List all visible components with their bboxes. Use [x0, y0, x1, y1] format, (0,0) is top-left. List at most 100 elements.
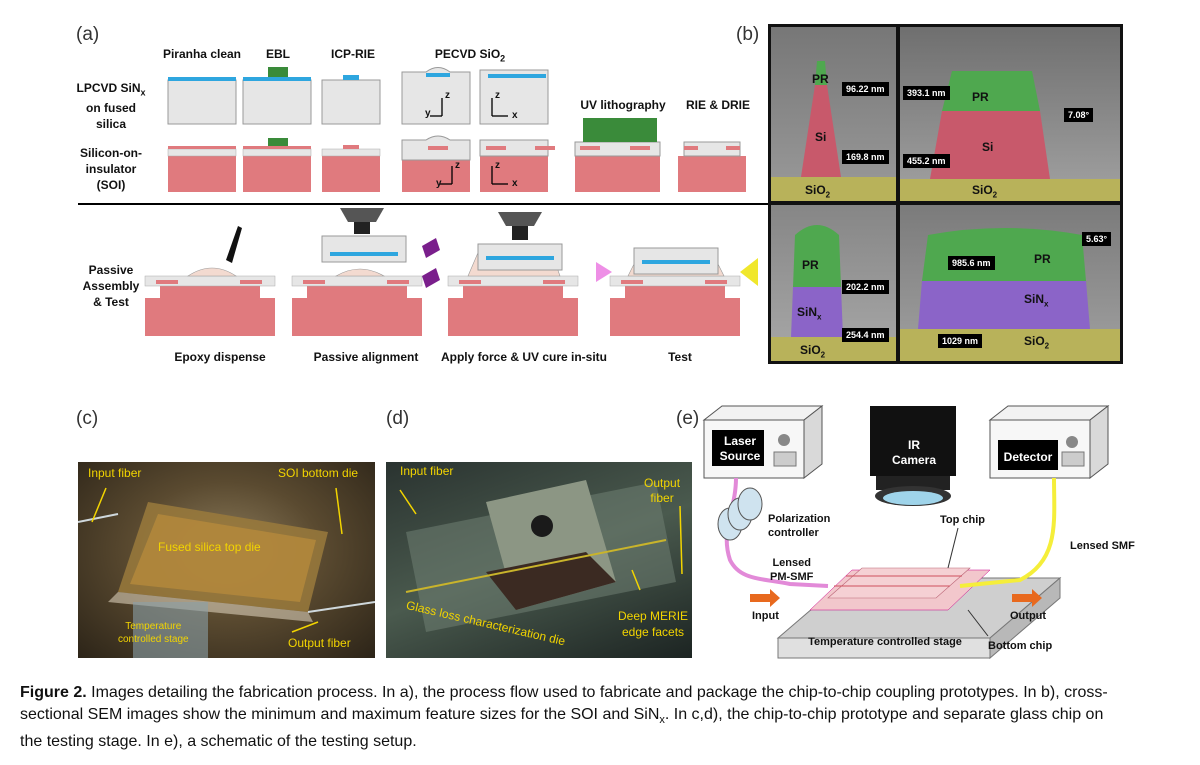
- step-rie-drie: RIE & DRIE: [685, 98, 750, 112]
- sem-tl-drawing: [771, 61, 896, 201]
- sem-tl-sio2-text: SiO: [805, 183, 826, 197]
- row-label-soi: Silicon-on- insulator (SOI): [68, 145, 154, 193]
- row-label-sinx-text: LPCVD SiN: [76, 81, 141, 95]
- panel-a-label: (a): [76, 24, 100, 45]
- caption-line2b: . In c,d), the chip-to-chip prototype an…: [664, 706, 1104, 723]
- sem-tr-sio2-text: SiO: [972, 183, 993, 197]
- sinx-step-icp: [321, 75, 381, 125]
- c-input-fiber-label: Input fiber: [88, 466, 142, 480]
- sem-tr-si: Si: [982, 140, 994, 154]
- soi-step-ebl: [242, 138, 312, 192]
- row-label-sinx-line3: silica: [95, 117, 127, 132]
- c-soi-die-label: SOI bottom die: [278, 466, 359, 480]
- axis-z-2: z: [495, 90, 500, 101]
- e-polarization-line1: Polarization: [768, 513, 831, 525]
- panel-e-label: (e): [676, 408, 700, 429]
- sem-tr-angle: 7.08°: [1064, 108, 1094, 122]
- e-lensed-smf-label: Lensed SMF: [1070, 540, 1135, 552]
- sem-br-angle: 5.63°: [1082, 232, 1112, 246]
- c-top-die-label: Fused silica top die: [158, 540, 261, 554]
- sem-tl-sio2-sub: 2: [825, 190, 831, 200]
- step-pecvd-sub: 2: [500, 53, 506, 64]
- e-laser-label: Laser Source: [714, 434, 766, 464]
- e-laser-line1: Laser: [723, 434, 757, 448]
- e-top-chip-label: Top chip: [940, 514, 986, 526]
- soi-step-icp: [321, 145, 381, 192]
- sem-tr-measure-1: 393.1 nm: [903, 86, 950, 100]
- panel-b-label: (b): [736, 24, 760, 45]
- axis-y-2: y: [436, 178, 442, 189]
- row-label-soi-line2: insulator: [85, 162, 137, 176]
- sem-tr-pr: PR: [972, 90, 989, 104]
- sem-br-measure-2: 1029 nm: [938, 334, 983, 348]
- axes-yz-bottom: [440, 166, 453, 185]
- d-facets-label: Deep MERIE edge facets: [618, 608, 688, 640]
- sem-br-sin-text: SiN: [1024, 292, 1045, 306]
- sem-br-sio2-text: SiO: [1024, 334, 1045, 348]
- e-polarization-label: Polarization controller: [768, 512, 830, 540]
- sem-bl-sio2-sub: 2: [820, 350, 826, 360]
- step-epoxy: Epoxy dispense: [174, 350, 266, 364]
- polarization-paddles: [717, 487, 763, 541]
- e-stage-label: Temperature controlled stage: [808, 636, 962, 648]
- sem-bl-measure-2: 254.4 nm: [842, 328, 889, 342]
- sem-tr-drawing: [900, 71, 1120, 201]
- d-facets-line1: Deep MERIE: [618, 609, 689, 623]
- e-lensed-pm-label: Lensed PM-SMF: [770, 556, 813, 584]
- sinx-step-piranha: [167, 77, 237, 125]
- uv-lamps: [422, 238, 440, 288]
- row-label-soi-line1: Silicon-on-: [80, 146, 142, 160]
- sem-br-sio2-sub: 2: [1044, 341, 1050, 351]
- caption-label: Figure 2.: [20, 684, 87, 701]
- axes-xz-top: [491, 98, 508, 117]
- sem-tl-pr: PR: [812, 72, 829, 86]
- sem-br-drawing: [900, 228, 1120, 361]
- step-pecvd-text: PECVD SiO: [434, 47, 501, 61]
- photo-prototype: [78, 462, 375, 658]
- sem-bl-sin-text: SiN: [797, 305, 818, 319]
- test-setup-schematic: [702, 404, 1110, 660]
- soi-step-uv: [574, 118, 661, 192]
- step-uv-cure: Apply force & UV cure in-situ: [440, 350, 608, 364]
- step-uv-litho: UV lithography: [580, 98, 666, 112]
- axes-yz-top: [430, 98, 443, 117]
- axes-xz-bottom: [491, 166, 508, 185]
- e-detector-label: Detector: [1003, 450, 1053, 464]
- sem-bl-sio2: SiO2: [800, 343, 825, 359]
- sem-tl-measure-2: 169.8 nm: [842, 150, 889, 164]
- e-output-label: Output: [1010, 610, 1047, 622]
- caption-line1: Images detailing the fabrication process…: [91, 684, 1108, 701]
- c-stage-line2: controlled stage: [118, 634, 189, 645]
- row-label-assembly: Passive Assembly & Test: [68, 262, 154, 310]
- row-label-assembly-line1: Passive: [88, 263, 134, 277]
- photo-d-drawing: [399, 480, 683, 632]
- e-lensed-pm-line2: PM-SMF: [770, 571, 814, 583]
- caption-line3: the testing stage. In e), a schematic of…: [20, 733, 417, 751]
- step-piranha: Piranha clean: [162, 47, 242, 61]
- sem-bl-sio2-text: SiO: [800, 343, 821, 357]
- soi-step-flipped: [479, 139, 555, 192]
- sem-br-sin: SiNx: [1024, 292, 1048, 308]
- assembly-alignment: [291, 208, 423, 336]
- d-input-fiber-label: Input fiber: [400, 464, 454, 478]
- e-camera-label: IR Camera: [886, 438, 942, 468]
- laser-box: [702, 404, 824, 480]
- sem-tl-sio2: SiO2: [805, 183, 830, 199]
- sem-bl-measure-1: 202.2 nm: [842, 280, 889, 294]
- axis-x-1: x: [512, 110, 518, 121]
- row-label-assembly-line2: Assembly: [82, 279, 140, 293]
- sem-tl-si: Si: [815, 130, 827, 144]
- axis-x-2: x: [512, 178, 518, 189]
- soi-step-pecvd: [401, 135, 471, 192]
- panel-c-label: (c): [76, 408, 99, 429]
- sem-top-left: [771, 27, 896, 201]
- ir-camera: [870, 406, 956, 506]
- sem-br-pr: PR: [1034, 252, 1051, 266]
- assembly-diagram: [144, 208, 758, 336]
- step-ebl: EBL: [266, 47, 290, 61]
- soi-step-drie: [678, 141, 746, 192]
- sem-br-measure-1: 985.6 nm: [948, 256, 995, 270]
- d-output-line2: fiber: [650, 491, 674, 505]
- top-chip: [827, 567, 971, 599]
- bottom-chip-leader: [967, 609, 989, 637]
